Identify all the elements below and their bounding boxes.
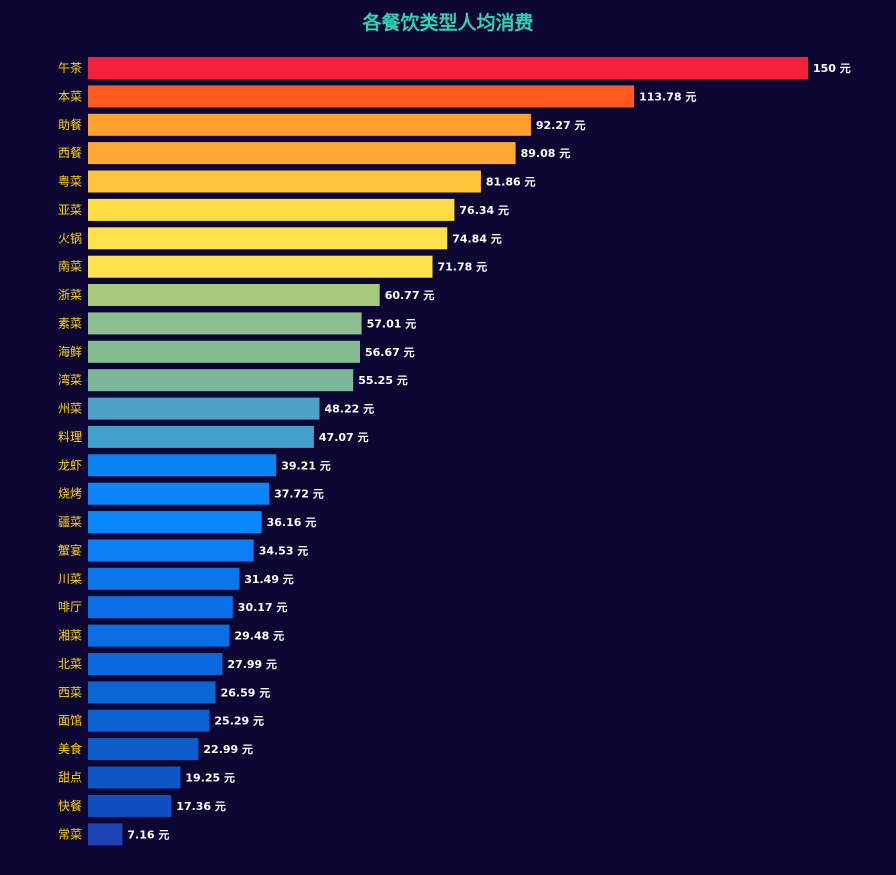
value-label: 31.49 元	[244, 573, 294, 586]
bar-17	[88, 539, 254, 562]
bar-19	[88, 596, 233, 619]
category-label: 蟹宴	[58, 543, 82, 558]
bar-24	[88, 738, 199, 761]
value-label: 47.07 元	[319, 431, 369, 444]
category-label: 疆菜	[58, 515, 82, 529]
bar-3	[88, 142, 516, 165]
bar-27	[88, 823, 123, 846]
bar-6	[88, 227, 448, 250]
category-label: 浙菜	[58, 288, 82, 302]
category-label: 啡厅	[58, 600, 82, 614]
category-label: 快餐	[58, 798, 82, 813]
category-label: 湘菜	[58, 628, 82, 643]
value-label: 48.22 元	[325, 403, 375, 416]
category-label: 常菜	[58, 827, 82, 841]
chart-title: 各餐饮类型人均消费	[362, 12, 534, 34]
bar-20	[88, 624, 230, 647]
value-label: 37.72 元	[274, 488, 324, 501]
value-label: 113.78 元	[639, 90, 696, 103]
value-label: 150 元	[813, 62, 851, 75]
bar-23	[88, 709, 210, 732]
bar-16	[88, 511, 262, 534]
bar-2	[88, 113, 531, 136]
value-label: 7.16 元	[127, 828, 169, 841]
value-label: 57.01 元	[367, 317, 417, 330]
category-label: 素菜	[58, 316, 82, 330]
category-label: 助餐	[58, 117, 82, 132]
bar-21	[88, 653, 223, 675]
category-label: 烧烤	[58, 486, 82, 501]
bar-22	[88, 681, 216, 704]
value-label: 34.53 元	[259, 545, 309, 558]
category-label: 本菜	[58, 89, 82, 103]
category-label: 龙虾	[58, 458, 82, 472]
bar-13	[88, 425, 314, 448]
value-label: 92.27 元	[536, 119, 586, 132]
bar-8	[88, 284, 380, 306]
bar-7	[88, 255, 433, 278]
bar-10	[88, 340, 360, 363]
category-label: 面馆	[58, 713, 82, 728]
category-label: 北菜	[58, 657, 82, 671]
bar-1	[88, 85, 635, 108]
bars-group: 午茶 150 元本菜 113.78 元助餐 92.27 元西餐 89.08 元粤菜 81.…	[58, 57, 851, 846]
bar-25	[88, 766, 181, 789]
category-label: 川菜	[58, 572, 82, 586]
category-label: 州菜	[58, 402, 82, 416]
category-label: 湾菜	[58, 372, 82, 387]
category-label: 粤菜	[58, 174, 82, 189]
value-label: 39.21 元	[281, 459, 331, 472]
category-label: 甜点	[58, 771, 82, 785]
bar-15	[88, 482, 270, 505]
bar-18	[88, 567, 240, 590]
value-label: 76.34 元	[459, 204, 509, 217]
value-label: 26.59 元	[221, 686, 271, 699]
value-label: 55.25 元	[358, 374, 408, 387]
value-label: 25.29 元	[214, 715, 264, 728]
value-label: 60.77 元	[385, 289, 435, 302]
value-label: 17.36 元	[176, 800, 226, 813]
bar-12	[88, 397, 320, 420]
bar-11	[88, 369, 354, 392]
category-label: 西菜	[58, 685, 82, 699]
value-label: 36.16 元	[267, 516, 317, 529]
value-label: 19.25 元	[185, 772, 235, 785]
category-label: 午茶	[58, 60, 82, 75]
bar-4	[88, 170, 481, 193]
value-label: 89.08 元	[521, 147, 571, 160]
bar-9	[88, 312, 362, 335]
category-label: 西餐	[58, 145, 82, 160]
bar-0	[88, 57, 808, 79]
value-label: 30.17 元	[238, 601, 288, 614]
value-label: 22.99 元	[203, 743, 253, 756]
value-label: 81.86 元	[486, 176, 536, 189]
category-label: 亚菜	[58, 203, 82, 217]
value-label: 56.67 元	[365, 346, 415, 359]
bar-26	[88, 794, 172, 817]
category-label: 美食	[58, 741, 82, 756]
value-label: 29.48 元	[235, 630, 285, 643]
category-label: 火锅	[58, 230, 82, 245]
bar-14	[88, 454, 277, 477]
category-label: 海鲜	[58, 344, 82, 359]
bar-5	[88, 198, 455, 221]
value-label: 74.84 元	[452, 232, 502, 245]
value-label: 27.99 元	[227, 658, 277, 671]
category-label: 南菜	[58, 259, 82, 274]
category-label: 料理	[58, 430, 82, 444]
value-label: 71.78 元	[438, 261, 488, 274]
